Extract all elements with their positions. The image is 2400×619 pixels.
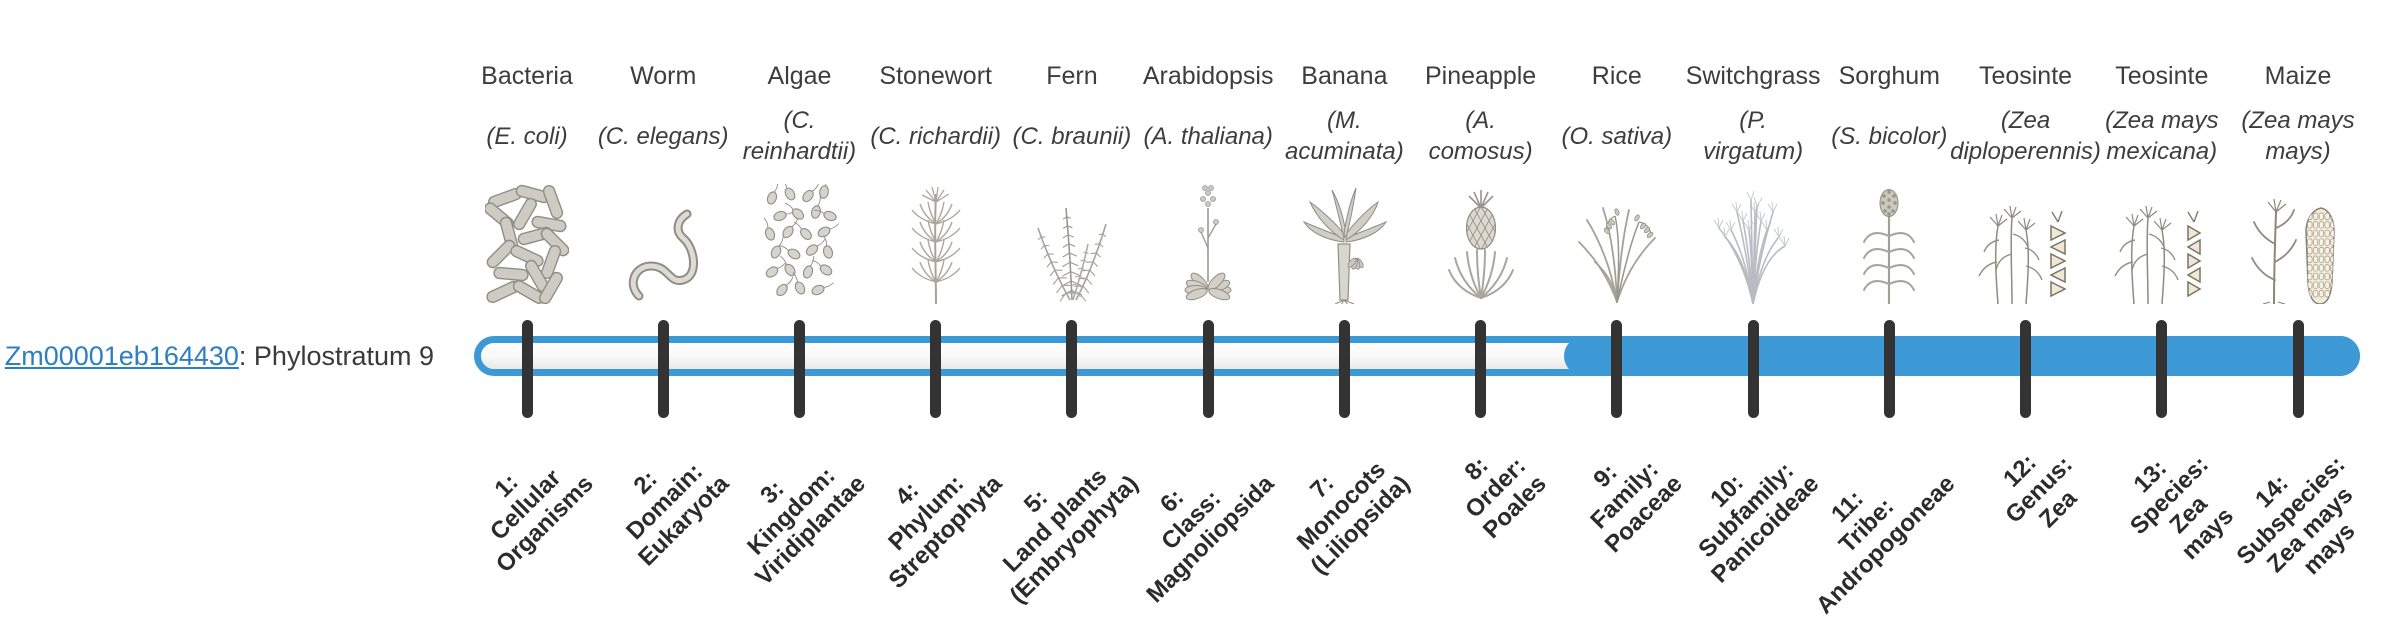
phylostratum-label: 9: Family: Poaceae (1585, 455, 1689, 559)
tick-mark (1338, 320, 1350, 418)
timeline-fill (1564, 336, 2360, 376)
phylostratum-label: 14: Subspecies: Zea mays mays (2231, 451, 2361, 581)
phylostratum-label: 2: Domain: Eukaryota (621, 458, 735, 572)
rice-icon (1522, 172, 1712, 304)
organism-name-label: Teosinte (2115, 62, 2209, 90)
gene-label: Zm00001eb164430: Phylostratum 9 (0, 341, 434, 372)
organism-scientific-name: (A. comosus) (1428, 107, 1533, 165)
phylostratum-label: 4: Phylum: Streptophyta (882, 469, 1007, 594)
tick-mark (521, 320, 533, 418)
switchgrass-icon (1658, 172, 1848, 304)
tick-mark (1066, 320, 1078, 418)
arabidopsis-icon (1113, 172, 1303, 304)
tick-mark (1747, 320, 1759, 418)
fern-icon (977, 172, 1167, 304)
organism-scientific-name: (Zea mays mexicana) (2105, 107, 2219, 165)
organism-name-label: Algae (767, 62, 832, 90)
organism-scientific-name: (C. elegans) (597, 122, 729, 150)
phylostratum-label: 13: Species: Zea mays (2125, 451, 2239, 565)
gene-phylostratum-text: : Phylostratum 9 (238, 341, 434, 371)
organism-name-label: Banana (1301, 62, 1388, 90)
organism-scientific-name: (A. thaliana) (1143, 122, 1273, 150)
tick-mark (1611, 320, 1623, 418)
organism-name-label: Teosinte (1978, 62, 2073, 90)
tick-mark (2156, 320, 2168, 418)
organism-name-label: Arabidopsis (1142, 62, 1274, 90)
phylostratum-label: 6: Class: Magnoliopsida (1141, 470, 1280, 609)
organism-name-label: Switchgrass (1685, 62, 1821, 90)
organism-name-label: Sorghum (1838, 62, 1941, 90)
phylostratum-label: 7: Monocots (Liliopsida) (1292, 456, 1416, 580)
organism-scientific-name: (C. reinhardtii) (742, 107, 857, 165)
organism-scientific-name: (Zea mays mays) (2241, 107, 2355, 165)
pineapple-icon (1386, 172, 1576, 304)
phylostratigraphy-diagram: Zm00001eb164430: Phylostratum 9 Bacteria… (0, 62, 2393, 619)
organism-name-label: Rice (1591, 62, 1642, 90)
organism-name-label: Bacteria (481, 62, 573, 90)
organism-scientific-name: (M. acuminata) (1285, 107, 1404, 165)
organism-scientific-name: (P. virgatum) (1703, 107, 1804, 165)
worm-icon (568, 172, 758, 304)
tick-mark (2292, 320, 2304, 418)
teosinte-mexicana-icon (2067, 172, 2257, 304)
tick-mark (1202, 320, 1214, 418)
tick-mark (930, 320, 942, 418)
organism-scientific-name: (C. braunii) (1012, 122, 1132, 150)
phylostratum-label: 12: Genus: Zea (1998, 448, 2083, 534)
phylostratum-label: 5: Land plants (Embryophyta) (997, 463, 1144, 610)
bacteria-icon (432, 172, 622, 304)
phylostratum-label: 3: Kingdom: Viridiplantae (742, 462, 871, 591)
organism-scientific-name: (O. sativa) (1561, 122, 1673, 150)
organism-scientific-name: (C. richardii) (870, 122, 1002, 150)
phylostratum-label: 11: Tribe: Andropogoneae (1811, 470, 1961, 619)
organism-name-label: Fern (1046, 62, 1098, 90)
organism-name-label: Maize (2264, 62, 2332, 90)
algae-icon (705, 172, 895, 304)
maize-icon (2203, 172, 2393, 304)
tick-mark (1475, 320, 1487, 418)
organism-name-label: Pineapple (1424, 62, 1537, 90)
stonewort-icon (841, 172, 1031, 304)
phylostratum-label: 1: Cellular Organisms (484, 464, 599, 578)
tick-mark (1883, 320, 1895, 418)
sorghum-icon (1794, 172, 1984, 304)
organism-name-label: Stonewort (879, 62, 992, 90)
banana-icon (1249, 172, 1439, 304)
organism-scientific-name: (S. bicolor) (1831, 122, 1948, 150)
tick-mark (2020, 320, 2031, 418)
tick-mark (794, 320, 805, 418)
organism-scientific-name: (E. coli) (486, 122, 568, 150)
gene-id-link[interactable]: Zm00001eb164430 (4, 341, 239, 371)
phylostratum-label: 8: Order: Poales (1459, 451, 1552, 544)
teosinte-diploperennis-icon (1931, 172, 2121, 304)
organism-name-label: Worm (630, 62, 697, 90)
organism-scientific-name: (Zea diploperennis) (1950, 107, 2101, 165)
tick-mark (657, 320, 669, 418)
